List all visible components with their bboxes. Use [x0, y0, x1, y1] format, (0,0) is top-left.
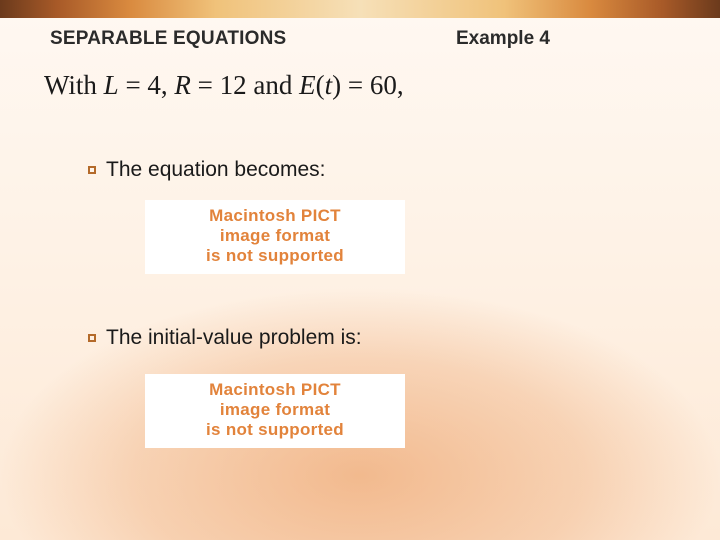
bullet-line: The initial-value problem is: [88, 326, 362, 350]
section-title: SEPARABLE EQUATIONS [50, 28, 286, 50]
square-bullet-icon [88, 166, 96, 174]
pict-line: Macintosh PICT [151, 380, 399, 400]
pict-line: is not supported [151, 420, 399, 440]
R-eq: = 12 and [191, 70, 299, 100]
pict-placeholder-2: Macintosh PICT image format is not suppo… [145, 374, 405, 448]
bullet-item-2: The initial-value problem is: [88, 326, 362, 350]
var-R: R [174, 70, 191, 100]
bullet-text: The initial-value problem is: [106, 326, 362, 350]
var-L: L [104, 70, 119, 100]
paren-open: ( [316, 70, 325, 100]
bullet-line: The equation becomes: [88, 158, 325, 182]
pict-line: Macintosh PICT [151, 206, 399, 226]
L-eq: = 4, [119, 70, 175, 100]
bullet-text: The equation becomes: [106, 158, 325, 182]
var-E: E [299, 70, 316, 100]
header-row: SEPARABLE EQUATIONS Example 4 [50, 28, 670, 50]
bullet-item-1: The equation becomes: [88, 158, 325, 182]
pict-line: image format [151, 226, 399, 246]
example-label: Example 4 [456, 28, 550, 50]
slide: SEPARABLE EQUATIONS Example 4 With L = 4… [0, 0, 720, 540]
pict-line: is not supported [151, 246, 399, 266]
pict-placeholder-1: Macintosh PICT image format is not suppo… [145, 200, 405, 274]
paren-close-eq: ) = 60, [332, 70, 403, 100]
statement-prefix: With [44, 70, 104, 100]
main-statement: With L = 4, R = 12 and E(t) = 60, [44, 70, 404, 101]
decorative-top-stripe [0, 0, 720, 18]
square-bullet-icon [88, 334, 96, 342]
pict-line: image format [151, 400, 399, 420]
